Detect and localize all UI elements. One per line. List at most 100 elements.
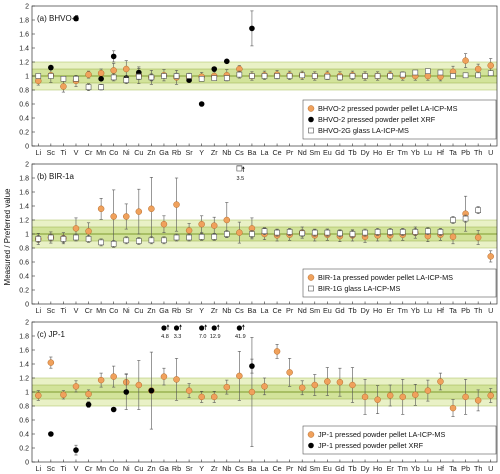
- x-tick-label: Ba: [248, 464, 257, 473]
- data-point: [324, 73, 331, 80]
- data-point: [47, 359, 55, 366]
- data-point: [198, 101, 205, 107]
- data-point: [236, 71, 243, 78]
- data-point: [35, 73, 42, 79]
- panel-2: 0 0.2 0.4 0.6 0.8 1 1.2 1.4 1.6 1.8 2 Li Sc Ti V Cr Mn Co…: [19, 161, 498, 315]
- offscale-marker: [236, 165, 243, 172]
- y-tick-label: 1.8: [19, 17, 29, 24]
- x-tick-label: Eu: [323, 306, 332, 315]
- y-tick-label: 1: [25, 389, 29, 396]
- x-tick-label: Pb: [461, 148, 470, 157]
- x-tick-label: U: [488, 464, 493, 473]
- x-tick-label: Mn: [96, 464, 106, 473]
- panel-1: 0 0.2 0.4 0.6 0.8 1 1.2 1.4 1.6 1.8 2 Li Sc Ti V Cr Mn Co…: [19, 3, 498, 157]
- offscale-value: 4.8: [161, 334, 169, 340]
- x-tick-label: V: [74, 148, 79, 157]
- data-point: [362, 229, 368, 236]
- data-point: [386, 392, 394, 399]
- data-point: [73, 76, 79, 82]
- x-tick-label: La: [261, 464, 269, 473]
- x-tick-label: Lu: [424, 148, 432, 157]
- y-tick-label: 0: [25, 301, 29, 308]
- data-point: [60, 236, 67, 242]
- data-point: [148, 387, 155, 394]
- x-tick-label: Er: [387, 148, 395, 157]
- data-point: [324, 378, 331, 385]
- y-tick-label: 0: [25, 143, 29, 150]
- data-point: [60, 76, 67, 82]
- data-point: [85, 390, 92, 398]
- x-tick-label: Sm: [309, 306, 320, 315]
- x-tick-label: Eu: [323, 464, 332, 473]
- series-glass: [35, 68, 494, 91]
- data-point: [450, 217, 456, 223]
- data-point: [198, 76, 205, 82]
- data-point: [135, 381, 143, 389]
- data-point: [148, 205, 155, 213]
- data-point: [223, 75, 230, 81]
- x-tick-label: Cs: [235, 306, 244, 315]
- x-tick-label: Gd: [335, 148, 345, 157]
- data-point: [185, 227, 193, 234]
- data-point: [311, 73, 318, 79]
- x-tick-label: Cu: [134, 306, 143, 315]
- x-tick-label: Th: [474, 464, 482, 473]
- x-tick-label: Nd: [298, 464, 307, 473]
- data-point: [110, 53, 117, 60]
- y-tick-label: 0.2: [19, 287, 29, 294]
- data-point: [298, 384, 306, 392]
- data-point: [85, 84, 92, 90]
- data-point: [324, 229, 331, 236]
- y-tick-label: 0.8: [19, 87, 29, 94]
- legend: BIR-1a pressed powder pellet LA-ICP-MS BI…: [302, 268, 497, 298]
- offscale-value: 3.5: [237, 176, 245, 182]
- data-point: [249, 363, 255, 369]
- x-tick-label: Ho: [373, 148, 382, 157]
- data-point: [412, 229, 419, 235]
- data-point: [123, 213, 130, 220]
- x-tick-label: Ta: [449, 306, 457, 315]
- data-point: [449, 233, 457, 241]
- x-tick-label: Pr: [286, 306, 294, 315]
- data-point: [186, 234, 192, 241]
- x-tick-label: Ta: [449, 464, 457, 473]
- x-tick-label: Tm: [398, 148, 408, 157]
- data-point: [236, 229, 243, 236]
- offscale-arrow-head: [216, 324, 220, 327]
- x-tick-label: Er: [387, 464, 395, 473]
- offscale-marker: [199, 325, 205, 331]
- x-tick-label: Sm: [309, 148, 320, 157]
- data-point: [474, 234, 482, 241]
- legend-label: JP-1 pressed powder pellet LA-ICP-MS: [318, 430, 445, 439]
- y-tick-label: 2: [25, 319, 29, 326]
- x-tick-label: Pb: [461, 306, 470, 315]
- x-tick-label: La: [261, 148, 269, 157]
- data-point: [437, 229, 444, 235]
- data-point: [261, 73, 268, 79]
- y-tick-label: 0.4: [19, 431, 29, 438]
- x-tick-label: Er: [387, 306, 395, 315]
- x-tick-label: Cr: [85, 306, 93, 315]
- data-point: [425, 68, 431, 74]
- data-point: [487, 62, 494, 69]
- x-tick-label: Co: [109, 148, 118, 157]
- y-tick-label: 1.4: [19, 45, 29, 52]
- data-point: [374, 396, 381, 403]
- x-tick-label: Sc: [47, 464, 56, 473]
- data-point: [160, 373, 168, 380]
- data-point: [160, 220, 168, 228]
- data-point: [249, 231, 255, 237]
- y-tick-label: 0.6: [19, 417, 29, 424]
- x-tick-label: Y: [199, 306, 204, 315]
- data-point: [236, 372, 243, 380]
- x-tick-label: Nb: [222, 464, 231, 473]
- x-tick-label: V: [74, 464, 79, 473]
- data-point: [475, 207, 481, 213]
- data-point: [462, 393, 469, 401]
- x-tick-label: Zr: [211, 464, 218, 473]
- data-point: [135, 208, 143, 215]
- x-tick-label: Tm: [398, 306, 408, 315]
- x-tick-label: Rb: [172, 148, 181, 157]
- data-point: [173, 73, 180, 79]
